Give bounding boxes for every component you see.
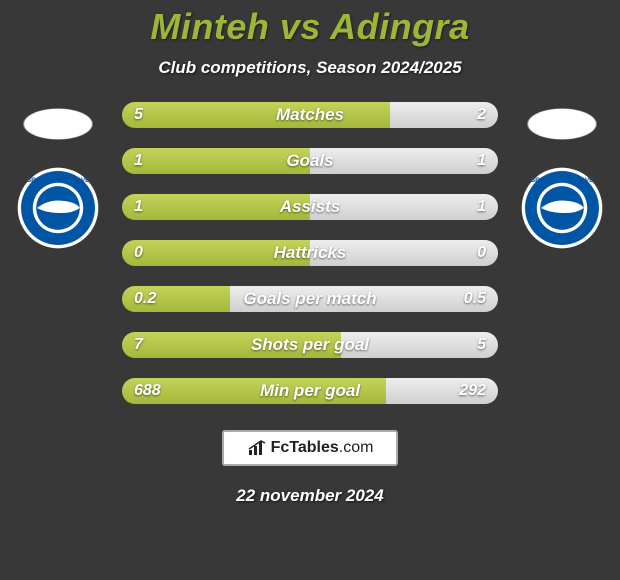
stat-label: Assists <box>122 194 498 220</box>
stat-row: 00Hattricks <box>122 240 498 266</box>
stat-label: Min per goal <box>122 378 498 404</box>
chart-icon <box>247 439 267 457</box>
stat-bars: 52Matches 11Goals 11Assists 00Hattricks 0.20… <box>108 102 512 424</box>
stat-label: Goals <box>122 148 498 174</box>
stat-label: Shots per goal <box>122 332 498 358</box>
logo-text-bold: FcTables <box>271 439 339 456</box>
stat-row: 75Shots per goal <box>122 332 498 358</box>
svg-text:ALBION: ALBION <box>549 237 575 244</box>
stat-row: 688292Min per goal <box>122 378 498 404</box>
date-label: 22 november 2024 <box>0 486 620 506</box>
svg-text:BRIGHTON & HOVE: BRIGHTON & HOVE <box>530 177 594 184</box>
fctables-logo-text: FcTables.com <box>271 439 374 457</box>
player-right-club-badge: BRIGHTON & HOVE ALBION <box>520 166 604 255</box>
svg-text:BRIGHTON & HOVE: BRIGHTON & HOVE <box>26 177 90 184</box>
stat-label: Hattricks <box>122 240 498 266</box>
stat-row: 11Goals <box>122 148 498 174</box>
comparison-panel: BRIGHTON & HOVE ALBION 52Matches 11Goals 1… <box>0 102 620 424</box>
player-left-column: BRIGHTON & HOVE ALBION <box>8 102 108 255</box>
logo-text-thin: .com <box>339 439 374 456</box>
subtitle: Club competitions, Season 2024/2025 <box>0 58 620 78</box>
stat-row: 52Matches <box>122 102 498 128</box>
page-title: Minteh vs Adingra <box>0 0 620 48</box>
stat-label: Matches <box>122 102 498 128</box>
stat-row: 11Assists <box>122 194 498 220</box>
player-left-club-badge: BRIGHTON & HOVE ALBION <box>16 166 100 255</box>
stat-label: Goals per match <box>122 286 498 312</box>
player-right-column: BRIGHTON & HOVE ALBION <box>512 102 612 255</box>
stat-row: 0.20.5Goals per match <box>122 286 498 312</box>
svg-text:ALBION: ALBION <box>45 237 71 244</box>
player-right-photo <box>513 102 611 146</box>
player-left-photo <box>9 102 107 146</box>
fctables-logo[interactable]: FcTables.com <box>222 430 398 466</box>
